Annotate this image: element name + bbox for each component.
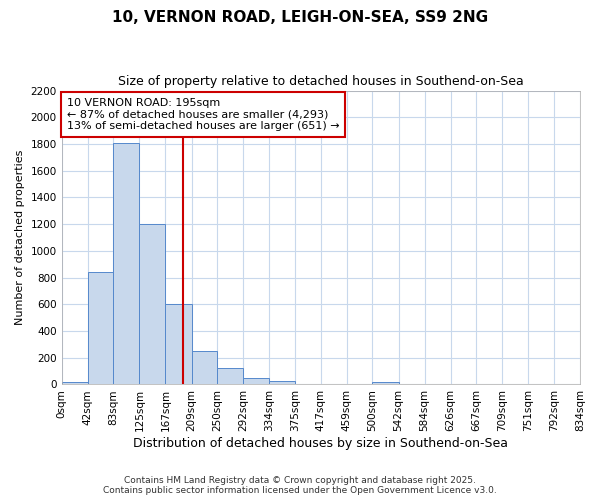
Bar [62, 382, 88, 384]
Text: Contains HM Land Registry data © Crown copyright and database right 2025.
Contai: Contains HM Land Registry data © Crown c… [103, 476, 497, 495]
Bar [113, 142, 139, 384]
Y-axis label: Number of detached properties: Number of detached properties [15, 150, 25, 325]
Bar [88, 272, 113, 384]
Bar [269, 381, 295, 384]
Bar [166, 304, 191, 384]
Text: 10, VERNON ROAD, LEIGH-ON-SEA, SS9 2NG: 10, VERNON ROAD, LEIGH-ON-SEA, SS9 2NG [112, 10, 488, 25]
Bar [191, 351, 217, 384]
Bar [243, 378, 269, 384]
Title: Size of property relative to detached houses in Southend-on-Sea: Size of property relative to detached ho… [118, 75, 524, 88]
X-axis label: Distribution of detached houses by size in Southend-on-Sea: Distribution of detached houses by size … [133, 437, 508, 450]
Text: 10 VERNON ROAD: 195sqm
← 87% of detached houses are smaller (4,293)
13% of semi-: 10 VERNON ROAD: 195sqm ← 87% of detached… [67, 98, 340, 131]
Bar [139, 224, 166, 384]
Bar [373, 382, 398, 384]
Bar [217, 368, 243, 384]
